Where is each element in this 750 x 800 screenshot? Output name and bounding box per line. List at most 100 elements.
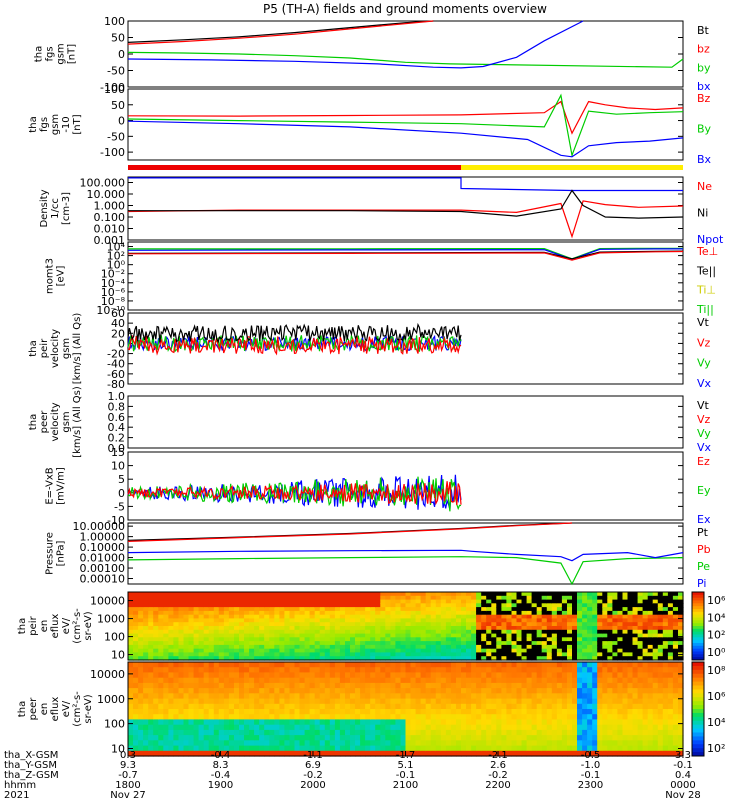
heatmap-cell [163, 672, 169, 679]
heatmap-cell [531, 656, 538, 661]
heatmap-cell [239, 644, 245, 650]
heatmap-cell [521, 637, 528, 642]
heatmap-cell [334, 652, 341, 657]
y-axis-title-line: velocity [50, 402, 61, 441]
heatmap-cell [672, 703, 679, 710]
heatmap-cell [526, 662, 533, 668]
heatmap-cell [657, 648, 664, 654]
heatmap-cell [143, 603, 149, 608]
y-axis-title-line: eflux [50, 614, 61, 639]
heatmap-cell [541, 626, 548, 631]
heatmap-cell [587, 614, 593, 620]
heatmap-cell [183, 592, 190, 597]
heatmap-cell [365, 677, 371, 684]
heatmap-cell [602, 682, 608, 689]
heatmap-cell [506, 750, 512, 757]
heatmap-cell [259, 672, 265, 679]
heatmap-cell [334, 656, 341, 661]
heatmap-cell [188, 698, 195, 705]
heatmap-cell [551, 709, 558, 715]
heatmap-cell [471, 610, 477, 616]
heatmap-cell [234, 667, 240, 673]
series-group [127, 93, 684, 158]
heatmap-cell [642, 724, 649, 731]
heatmap-cell [572, 614, 578, 620]
heatmap-cell [133, 648, 139, 654]
heatmap-cell [395, 672, 401, 679]
heatmap-cell [617, 607, 623, 612]
heatmap-cell [208, 629, 215, 635]
heatmap-cell [587, 672, 593, 679]
legend-entry: Bz [697, 92, 711, 105]
heatmap-cell [587, 610, 593, 616]
heatmap-cell [365, 740, 371, 747]
heatmap-cell [577, 595, 583, 601]
heatmap-cell [380, 629, 386, 635]
heatmap-cell [551, 629, 558, 635]
heatmap-cell [128, 618, 134, 623]
heatmap-cell [612, 603, 618, 608]
heatmap-cell [662, 703, 669, 710]
heatmap-cell [405, 688, 412, 694]
heatmap-cell [526, 648, 533, 654]
heatmap-cell [541, 703, 548, 710]
x-tick-label: 0.4 [675, 770, 691, 781]
heatmap-cell [662, 603, 669, 608]
heatmap-cell [506, 644, 512, 650]
heatmap-cell [556, 607, 563, 612]
heatmap-cell [632, 688, 639, 694]
heatmap-cell [456, 622, 462, 627]
heatmap-cell [481, 672, 487, 679]
heatmap-cell [324, 714, 331, 720]
heatmap-cell [289, 745, 296, 752]
heatmap-cell [410, 719, 417, 726]
heatmap-cell [324, 599, 331, 604]
series-by [127, 51, 684, 68]
heatmap-cell [405, 595, 412, 601]
heatmap-cell [128, 656, 134, 661]
heatmap-cell [350, 662, 356, 668]
heatmap-cell [319, 682, 326, 689]
heatmap-cell [213, 641, 220, 646]
heatmap-cell [345, 662, 351, 668]
heatmap-cell [440, 595, 447, 601]
heatmap-cell [128, 667, 134, 673]
heatmap-cell [294, 735, 301, 741]
heatmap-cell [264, 610, 270, 616]
heatmap-cell [284, 740, 290, 747]
heatmap-cell [612, 595, 618, 601]
heatmap-cell [425, 662, 432, 668]
heatmap-cell [597, 637, 603, 642]
heatmap-cell [577, 714, 583, 720]
heatmap-cell [153, 626, 159, 631]
heatmap-cell [133, 622, 139, 627]
heatmap-cell [218, 688, 225, 694]
heatmap-cell [294, 703, 301, 710]
heatmap-cell [395, 719, 401, 726]
heatmap-cell [279, 648, 285, 654]
heatmap-cell [607, 693, 613, 700]
heatmap-cell [445, 595, 452, 601]
heatmap-cell [365, 667, 371, 673]
heatmap-cell [203, 614, 210, 620]
heatmap-cell [188, 709, 195, 715]
heatmap-cell [546, 603, 553, 608]
heatmap-cell [158, 719, 164, 726]
heatmap-cell [461, 641, 467, 646]
heatmap-cell [395, 626, 401, 631]
heatmap-cell [471, 724, 477, 731]
heatmap-cell [360, 709, 366, 715]
heatmap-cell [425, 652, 432, 657]
y-tick-label: -50 [107, 130, 125, 143]
heatmap-cell [208, 648, 215, 654]
heatmap-cell [617, 614, 623, 620]
heatmap-cell [440, 603, 447, 608]
heatmap-cell [249, 622, 255, 627]
heatmap-cell [314, 693, 321, 700]
heatmap-cell [193, 735, 200, 741]
heatmap-cell [652, 622, 659, 627]
heatmap-cell [602, 610, 608, 616]
heatmap-cell [183, 622, 190, 627]
heatmap-cell [138, 595, 144, 601]
heatmap-cell [380, 644, 386, 650]
